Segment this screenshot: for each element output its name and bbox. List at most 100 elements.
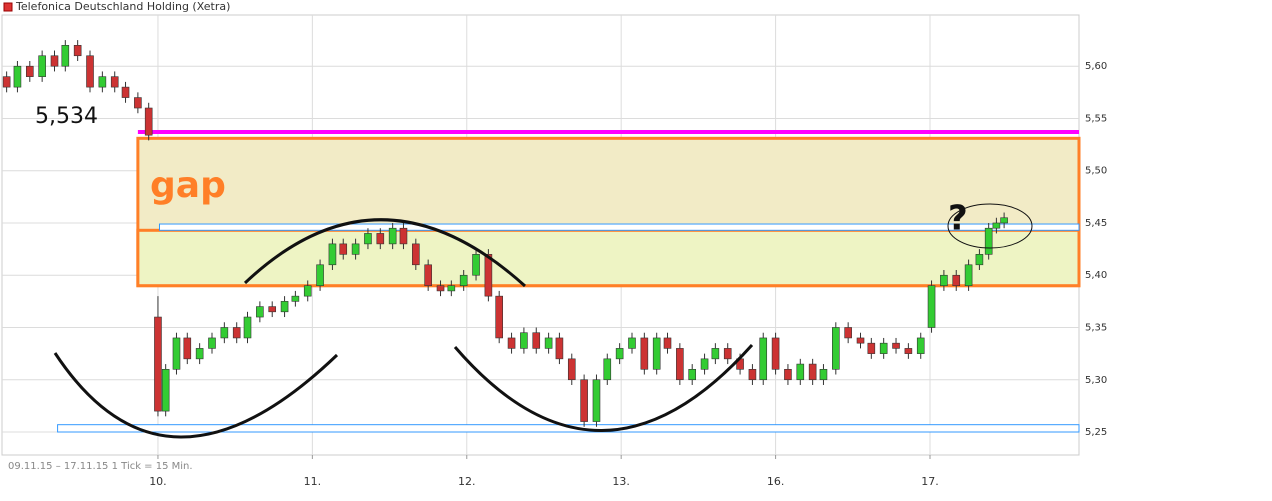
candle-body xyxy=(784,368,792,381)
candle-body xyxy=(640,337,649,370)
candle-body xyxy=(495,295,503,339)
candle-body xyxy=(110,76,119,88)
candle-body xyxy=(208,337,216,349)
candle-body xyxy=(819,368,828,381)
candle-body xyxy=(183,337,192,360)
candle-body xyxy=(447,285,456,292)
candle-body xyxy=(904,348,913,354)
drawn-patterns xyxy=(53,218,754,439)
candle-body xyxy=(376,233,385,245)
gap-annotation: gap xyxy=(150,165,226,206)
candle-body xyxy=(291,295,300,302)
band xyxy=(158,223,1080,231)
candle-body xyxy=(952,274,961,286)
candle-body xyxy=(459,274,468,286)
candle-body xyxy=(98,76,107,88)
x-tick-label: 16. xyxy=(767,475,785,488)
candle-body xyxy=(412,243,420,266)
candle-body xyxy=(280,301,289,313)
candle-body xyxy=(567,358,576,381)
candle-body xyxy=(424,264,432,286)
y-tick-label: 5,45 xyxy=(1085,218,1107,229)
candle-body xyxy=(688,368,697,381)
candle-body xyxy=(436,285,445,292)
candle-body xyxy=(256,306,264,318)
candle-body xyxy=(484,254,493,297)
candle-body xyxy=(121,86,130,98)
candle-body xyxy=(154,316,162,412)
candle-body xyxy=(603,358,612,381)
candle-body xyxy=(134,97,142,109)
x-tick-label: 11. xyxy=(304,475,322,488)
candle-body xyxy=(339,243,348,255)
y-tick-label: 5,55 xyxy=(1085,113,1107,124)
highlight-ellipse xyxy=(947,203,1033,249)
candle-body xyxy=(964,264,973,286)
y-tick-label: 5,25 xyxy=(1085,427,1107,438)
candle-body xyxy=(867,342,876,354)
candle-body xyxy=(532,332,541,349)
candle-body xyxy=(796,363,805,381)
candle-body xyxy=(580,379,588,422)
candle-body xyxy=(38,55,46,77)
candle-body xyxy=(916,337,925,354)
candle-body xyxy=(73,45,82,57)
candle-body xyxy=(303,285,312,297)
candle-body xyxy=(195,348,204,360)
candle-body xyxy=(711,348,720,360)
candle-body xyxy=(940,274,948,286)
candle-body xyxy=(1000,217,1008,224)
candle-body xyxy=(172,337,181,370)
candle-body xyxy=(86,55,94,88)
candle-body xyxy=(2,76,11,88)
footer-note: 09.11.15 – 17.11.15 1 Tick = 15 Min. xyxy=(8,461,193,472)
candle-body xyxy=(808,363,817,381)
candle-body xyxy=(676,348,684,381)
candle-body xyxy=(759,337,768,381)
candle-body xyxy=(892,342,900,349)
y-tick-label: 5,40 xyxy=(1085,270,1107,281)
x-tick-label: 12. xyxy=(458,475,476,488)
band xyxy=(136,228,1081,288)
question-annotation: ? xyxy=(948,199,968,239)
candle-body xyxy=(856,337,865,344)
candle-body xyxy=(50,55,59,67)
y-tick-label: 5,60 xyxy=(1085,61,1107,72)
candle-body xyxy=(723,348,732,360)
candle-body xyxy=(507,337,516,349)
candle-body xyxy=(268,306,277,313)
candle-body xyxy=(844,327,852,339)
band xyxy=(57,424,1080,433)
candle-body xyxy=(832,327,840,370)
candle-body xyxy=(25,65,34,77)
candle-body xyxy=(61,45,70,67)
candle-body xyxy=(975,254,984,266)
candle-body xyxy=(328,243,337,266)
candle-body xyxy=(520,332,528,349)
candle-body xyxy=(364,233,372,245)
x-tick-label: 13. xyxy=(612,475,630,488)
candle-body xyxy=(927,285,936,328)
candle-body xyxy=(555,337,564,360)
candle-body xyxy=(316,264,324,286)
candle-body xyxy=(663,337,672,349)
candle-body xyxy=(615,348,624,360)
candle-body xyxy=(161,368,170,412)
candle-body xyxy=(984,227,993,255)
candle-body xyxy=(879,342,888,354)
candle-body xyxy=(144,107,153,136)
candle-body xyxy=(628,337,636,349)
candle-body xyxy=(232,327,241,339)
candle-body xyxy=(388,227,397,245)
price-annotation: 5,534 xyxy=(35,104,98,129)
candle-body xyxy=(220,327,229,339)
candle-body xyxy=(351,243,360,255)
y-tick-label: 5,50 xyxy=(1085,166,1107,177)
candle-body xyxy=(592,379,601,422)
dome xyxy=(243,218,527,288)
candle-body xyxy=(243,316,252,339)
y-tick-label: 5,30 xyxy=(1085,375,1107,386)
x-tick-label: 10. xyxy=(149,475,167,488)
